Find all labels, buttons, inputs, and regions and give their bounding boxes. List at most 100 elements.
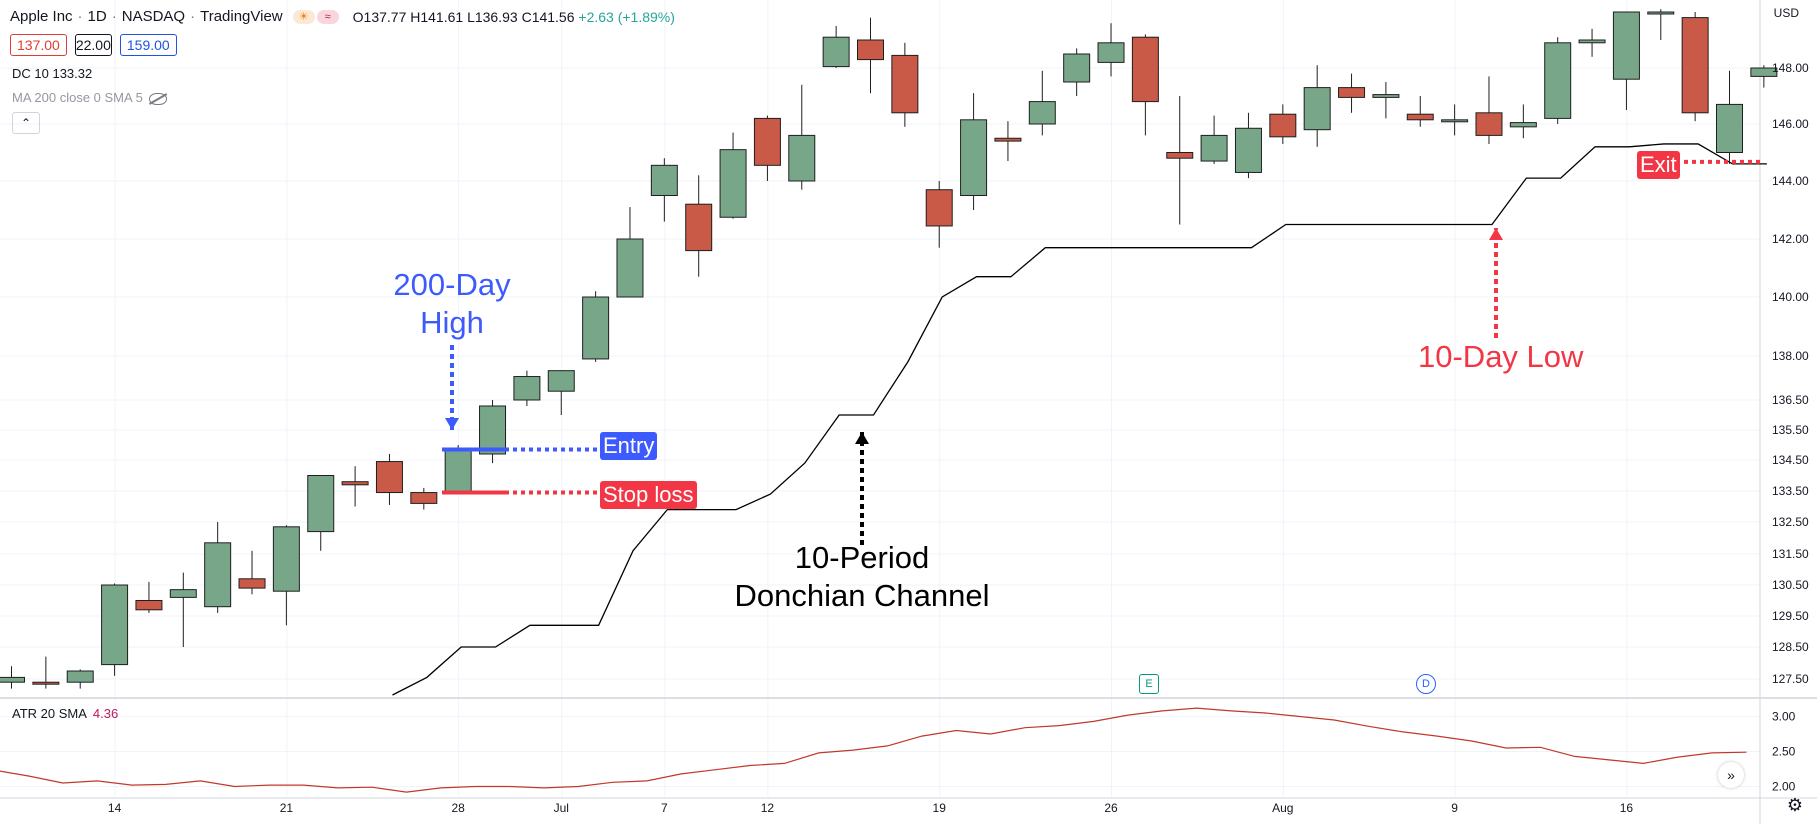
spread-value: 22.00: [74, 34, 112, 56]
candle-body: [822, 36, 850, 68]
candle-body: [1578, 39, 1606, 44]
candle-body: [32, 681, 60, 685]
candle: [1441, 104, 1469, 136]
candle-body: [891, 54, 919, 114]
candle: [444, 445, 472, 495]
candle-body: [1716, 103, 1743, 153]
candle: [479, 400, 507, 464]
candle-body: [410, 492, 438, 504]
candle-body: [307, 475, 335, 533]
candle-body: [616, 238, 644, 298]
time-tick-label: 7: [661, 801, 668, 815]
exchange: NASDAQ: [121, 8, 186, 25]
atr-legend-value: 4.36: [92, 706, 119, 721]
ma-legend-label: MA 200 close 0 SMA 5: [12, 90, 143, 105]
candle: [1578, 28, 1606, 57]
price-tick-label: 146.00: [1772, 117, 1809, 131]
candle-body: [857, 39, 884, 61]
arrow-10-day-low-head: [1489, 228, 1503, 240]
candle: [204, 522, 232, 613]
atr-legend[interactable]: ATR 20 SMA 4.36: [12, 706, 118, 721]
candle: [1509, 104, 1537, 139]
candle-body: [1269, 113, 1297, 138]
separator: ·: [190, 8, 196, 25]
hidden-eye-icon[interactable]: [148, 92, 167, 105]
candle: [238, 550, 266, 595]
candle: [272, 525, 300, 626]
candle: [1475, 76, 1503, 144]
candle-body: [66, 670, 94, 683]
exit-label: Exit: [1637, 151, 1680, 179]
separator: ·: [111, 8, 117, 25]
candle-body: [1338, 87, 1366, 98]
candle-body: [1166, 152, 1194, 159]
candle: [650, 158, 678, 222]
scroll-to-latest-button[interactable]: »: [1718, 762, 1744, 788]
earnings-event-icon[interactable]: E: [1139, 674, 1159, 694]
gear-icon[interactable]: ⚙: [1786, 795, 1803, 815]
time-tick-label: 9: [1451, 801, 1458, 815]
candle: [1131, 34, 1159, 136]
time-tick-label: Aug: [1272, 801, 1293, 815]
candle: [1681, 12, 1709, 122]
open-value: O137.77: [352, 8, 407, 25]
candle: [1028, 70, 1056, 136]
low-value: L136.93: [467, 8, 518, 25]
wave-icon[interactable]: ≈: [316, 9, 339, 24]
annotation-200-day-high: 200-Day High: [383, 266, 521, 342]
candle: [753, 115, 781, 181]
symbol-header[interactable]: Apple Inc · 1D · NASDAQ · TradingView ☀ …: [10, 8, 675, 25]
candle: [513, 370, 541, 406]
candle: [582, 291, 610, 362]
candlestick-series: [0, 9, 1778, 689]
buy-price-box[interactable]: 159.00: [119, 34, 177, 56]
candle: [66, 669, 94, 689]
candle-body: [1509, 122, 1537, 128]
price-tick-label: 140.00: [1772, 290, 1809, 304]
candle-body: [1372, 94, 1400, 98]
candle-body: [1612, 11, 1640, 80]
time-tick-label: 21: [280, 801, 294, 815]
sun-icon[interactable]: ☀: [292, 9, 315, 24]
candle: [1338, 73, 1366, 113]
time-tick-label: 28: [452, 801, 466, 815]
candle: [341, 466, 369, 507]
candle-body: [1750, 67, 1778, 77]
price-axis[interactable]: 127.50 128.50 129.50 130.50 131.50 132.50 133.…: [1772, 61, 1809, 794]
price-tick-label: 128.50: [1772, 640, 1809, 654]
change-value: +2.63 (+1.89%): [578, 8, 675, 25]
candle: [685, 175, 713, 277]
candle: [994, 121, 1022, 162]
interval[interactable]: 1D: [87, 8, 107, 25]
price-tick-label: 132.50: [1772, 515, 1809, 529]
annotation-donchian-channel: 10-Period Donchian Channel: [726, 539, 998, 615]
arrow-donchian-head: [855, 432, 869, 444]
time-axis[interactable]: 14 21 28 Jul 7 12 19 26 Aug 9 16: [108, 801, 1634, 815]
candle: [375, 454, 403, 505]
price-tick-label: 135.50: [1772, 423, 1809, 437]
candle-body: [169, 589, 197, 598]
ma-legend[interactable]: MA 200 close 0 SMA 5: [12, 90, 167, 105]
candle: [1097, 23, 1125, 77]
dividend-event-icon[interactable]: D: [1416, 674, 1436, 694]
currency-label[interactable]: USD: [1773, 6, 1799, 20]
candle: [925, 181, 953, 248]
candle-body: [1475, 112, 1503, 136]
candle: [1303, 65, 1331, 147]
stop-loss-label: Stop loss: [600, 481, 697, 509]
ohlc-values: O137.77 H141.61 L136.93 C141.56 +2.63 (+…: [353, 9, 675, 25]
candle-body: [1441, 119, 1469, 123]
atr-tick-label: 3.00: [1772, 710, 1796, 724]
candle-body: [0, 676, 25, 683]
candle: [857, 17, 884, 94]
symbol-name[interactable]: Apple Inc: [10, 8, 73, 25]
collapse-legend-button[interactable]: ⌃: [12, 112, 40, 134]
price-tick-label: 131.50: [1772, 547, 1809, 561]
candle-body: [685, 203, 713, 252]
sell-price-box[interactable]: 137.00: [10, 34, 67, 56]
price-boxes: 137.00 22.00 159.00: [10, 34, 177, 56]
candle-body: [444, 449, 472, 492]
price-tick-label: 144.00: [1772, 174, 1809, 188]
donchian-legend[interactable]: DC 10 133.32: [12, 66, 93, 81]
